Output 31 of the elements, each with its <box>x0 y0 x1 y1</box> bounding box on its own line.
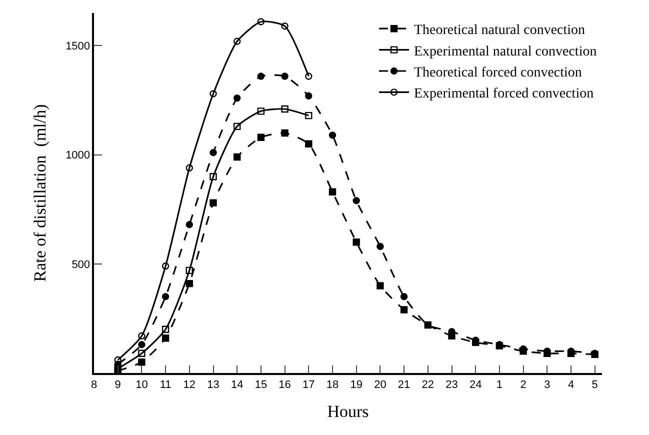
x-tick-label: 10 <box>136 378 148 391</box>
x-tick-label: 14 <box>230 378 244 391</box>
x-tick-label: 2 <box>520 378 526 391</box>
x-tick-label: 24 <box>469 378 482 391</box>
x-tick-label: 1 <box>496 378 503 391</box>
x-tick-label: 23 <box>446 378 458 391</box>
x-tick-label: 16 <box>278 378 291 391</box>
legend-label: Theoretical natural convection <box>414 23 586 38</box>
x-tick-label: 5 <box>592 378 598 391</box>
x-axis-title: Hours <box>327 402 369 421</box>
x-tick-label: 22 <box>422 378 434 391</box>
x-tick-label: 4 <box>568 378 574 391</box>
y-axis-title: Rate of distillation (ml/h) <box>30 104 50 282</box>
x-tick-label: 11 <box>160 378 172 391</box>
y-tick-label: 500 <box>72 258 90 271</box>
x-tick-label: 18 <box>326 378 339 391</box>
x-tick-label: 21 <box>398 378 410 391</box>
x-tick-label: 17 <box>302 378 315 391</box>
x-tick-label: 12 <box>183 378 196 391</box>
y-tick-label: 1000 <box>66 150 90 162</box>
y-tick-label: 1500 <box>66 40 90 53</box>
x-tick-label: 19 <box>350 378 362 391</box>
x-tick-label: 15 <box>254 378 268 391</box>
x-tick-label: 13 <box>207 378 220 391</box>
legend-label: Experimental natural convection <box>414 44 597 60</box>
x-tick-label: 8 <box>90 378 98 391</box>
x-tick-label: 3 <box>544 378 550 391</box>
legend-label: Experimental forced convection <box>414 86 594 102</box>
x-tick-label: 9 <box>114 378 121 391</box>
legend-label: Theoretical forced convection <box>414 65 582 80</box>
x-tick-label: 20 <box>374 378 386 391</box>
